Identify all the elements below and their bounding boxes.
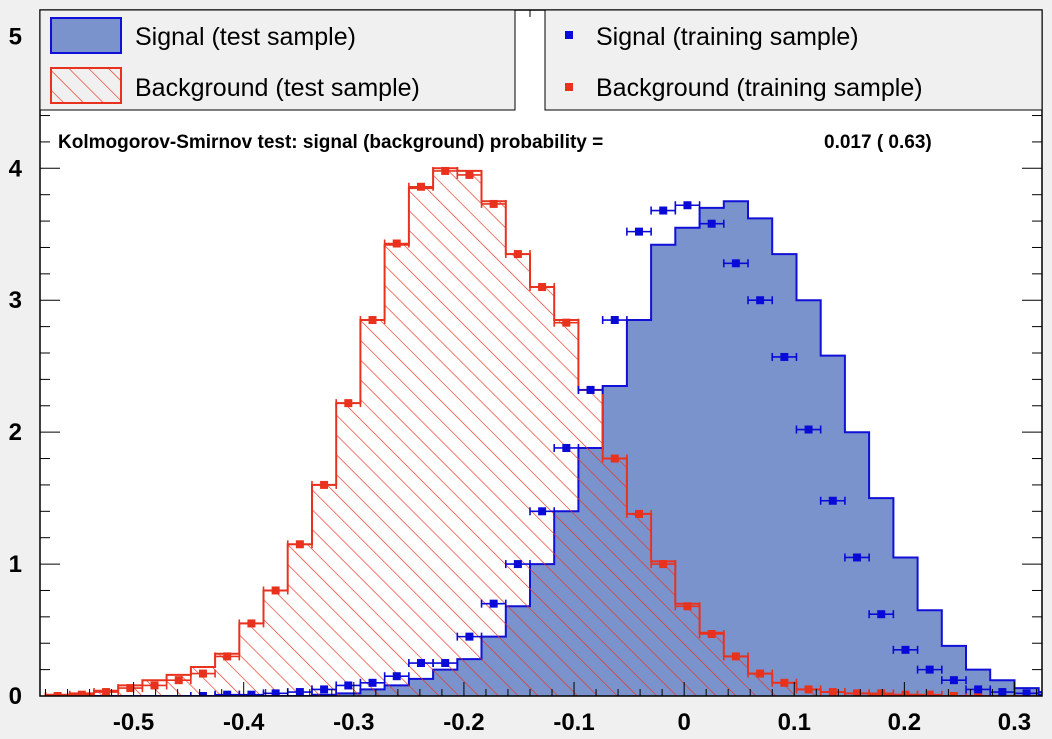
x-tick-label: -0.1 [553, 709, 594, 736]
signal-training-point [844, 553, 870, 562]
signal-training-point [771, 352, 798, 361]
signal-training-point [553, 443, 580, 452]
signal-training-point [1037, 690, 1042, 696]
signal-training-point [795, 425, 822, 434]
background-training-point [698, 629, 725, 638]
x-tick-label: 0.2 [888, 709, 921, 736]
signal-training-point [456, 632, 483, 641]
background-training-point [408, 182, 434, 191]
background-training-point [504, 250, 531, 259]
background-test-hatch [45, 168, 1042, 696]
signal-training-point [868, 610, 895, 619]
x-tick-label: 0.3 [998, 709, 1031, 736]
background-training-point [626, 509, 652, 518]
background-training-point [747, 669, 774, 678]
ks-test-annotation: Kolmogorov-Smirnov test: signal (backgro… [58, 132, 603, 153]
background-training-point [335, 399, 362, 408]
background-training-point [674, 602, 701, 611]
legend-left: Signal (test sample) Background (test sa… [39, 9, 516, 111]
signal-training-point [383, 672, 410, 681]
signal-training-point [480, 599, 507, 608]
legend-marker-signal-training [565, 31, 573, 39]
legend-label-signal-test: Signal (test sample) [135, 23, 356, 51]
y-tick-label: 2 [9, 419, 22, 446]
x-tick-label: -0.3 [333, 709, 374, 736]
y-tick-label: 4 [9, 155, 23, 182]
signal-test-fill [45, 201, 1042, 696]
legend-right: Signal (training sample) Background (tra… [544, 9, 1043, 111]
background-training-point [529, 283, 556, 292]
legend-label-background-training: Background (training sample) [596, 74, 923, 102]
signal-training-point [577, 385, 604, 394]
legend-swatch-background-test [50, 67, 122, 104]
signal-training-point [626, 227, 652, 236]
signal-training-point [819, 496, 846, 505]
signal-training-point [698, 219, 725, 228]
background-training-point [165, 676, 192, 685]
signal-training-point [529, 507, 556, 516]
signal-training-point [601, 316, 628, 325]
signal-training-point [940, 676, 967, 685]
x-tick-label: -0.2 [443, 709, 484, 736]
background-training-point [480, 199, 507, 208]
signal-training-point [432, 659, 459, 668]
y-tick-label: 3 [9, 287, 22, 314]
x-tick-label: -0.5 [113, 709, 154, 736]
background-training-point [722, 652, 749, 661]
signal-training-point [504, 560, 531, 569]
legend-label-background-test: Background (test sample) [135, 74, 420, 102]
legend-label-signal-training: Signal (training sample) [596, 23, 859, 51]
background-training-point [553, 318, 580, 327]
y-tick-label: 5 [9, 23, 22, 50]
background-training-point [456, 170, 483, 179]
signal-training-point [674, 201, 701, 210]
signal-training-point [747, 296, 774, 305]
background-training-point [601, 454, 628, 463]
legend-swatch-signal-test [50, 17, 122, 54]
background-training-point [262, 586, 289, 595]
ks-test-values: 0.017 ( 0.63) [824, 132, 932, 153]
legend-marker-background-training [565, 83, 573, 91]
background-training-point [359, 316, 386, 325]
x-tick-label: 0 [677, 709, 690, 736]
background-training-point [190, 669, 216, 678]
background-training-point [238, 619, 265, 628]
signal-training-point [722, 259, 749, 268]
y-tick-label: 0 [9, 683, 22, 710]
y-tick-label: 1 [9, 551, 22, 578]
x-tick-label: -0.4 [223, 709, 265, 736]
background-training-point [286, 540, 313, 549]
x-tick-label: 0.1 [778, 709, 811, 736]
background-training-point [650, 560, 677, 569]
signal-training-point [916, 665, 943, 674]
background-training-point [383, 239, 410, 248]
background-training-point [311, 480, 337, 489]
background-training-point [214, 652, 241, 661]
signal-training-point [892, 645, 919, 654]
